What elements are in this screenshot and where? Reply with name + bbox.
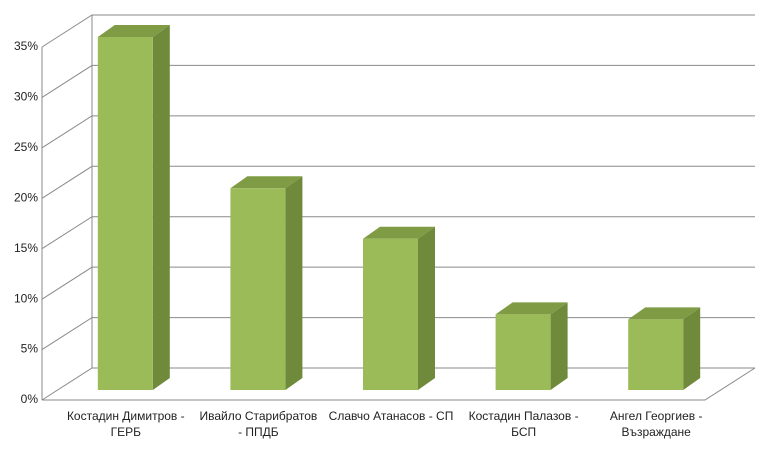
x-tick-label: Ивайло Старибратов - ППДБ [199,409,318,439]
bar-front [230,188,286,390]
grid-line [41,266,755,300]
bar-front [363,238,418,390]
x-tick-label: Костадин Димитров - ГЕРБ [66,409,185,439]
y-tick-label: 0% [21,392,39,406]
bar [363,226,435,390]
y-tick-label: 30% [14,90,38,104]
bar-side [683,307,701,390]
bar-side [418,226,435,390]
bar-top [495,302,568,315]
floor-edge [42,367,756,401]
grid-line [41,14,755,48]
bar-front [628,319,684,390]
bar-front [97,37,153,390]
bar-side [152,25,170,390]
y-tick-label: 15% [14,241,38,255]
bar [628,307,701,390]
y-tick-label: 25% [14,140,38,154]
bar [495,302,568,390]
x-tick-label: Ангел Георгиев - Възраждане [609,409,703,439]
bar-side [550,302,568,390]
bar-top [97,25,170,37]
x-tick-label: Славчо Атанасов - СП [328,409,454,423]
x-tick-label: Костадин Палазов - БСП [468,409,579,439]
bar-side [285,176,303,390]
grid-line [41,64,755,98]
bar [230,176,303,390]
bar-top [230,176,303,189]
bar [97,25,170,390]
y-tick-label: 10% [14,291,38,305]
grid-line [41,165,755,199]
y-tick-label: 5% [21,342,39,356]
bar-top [363,226,435,239]
grid-line [41,115,755,149]
bar-front [495,314,551,390]
bar-top [628,307,701,320]
y-tick-label: 20% [14,190,38,204]
y-tick-label: 35% [14,39,38,53]
grid-line [41,216,755,250]
